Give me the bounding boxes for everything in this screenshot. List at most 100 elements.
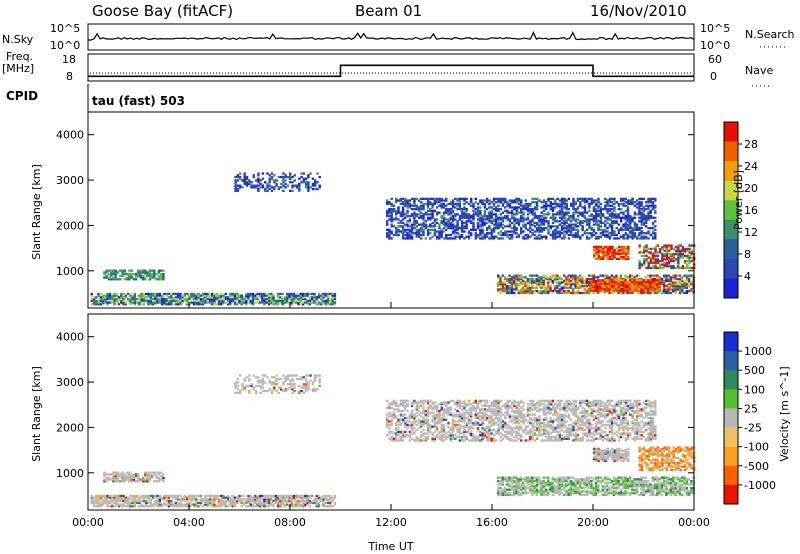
heatmap-cell	[613, 254, 616, 257]
heatmap-cell	[672, 276, 675, 279]
heatmap-cell	[565, 211, 568, 214]
heatmap-cell	[535, 286, 539, 289]
heatmap-cell	[604, 220, 607, 223]
heatmap-cell	[497, 199, 500, 202]
heatmap-cell	[111, 498, 114, 501]
heatmap-cell	[315, 496, 318, 499]
heatmap-cell	[176, 292, 180, 296]
heatmap-cell	[465, 404, 468, 408]
heatmap-cell	[162, 273, 165, 276]
heatmap-cell	[588, 206, 591, 209]
heatmap-cell	[599, 211, 602, 214]
heatmap-cell	[447, 413, 450, 416]
heatmap-cell	[685, 274, 689, 277]
heatmap-cell	[429, 209, 432, 212]
heatmap-cell	[431, 221, 434, 225]
heatmap-cell	[633, 235, 637, 238]
heatmap-cell	[220, 292, 223, 296]
heatmap-cell	[104, 301, 107, 304]
heatmap-cell	[545, 201, 548, 204]
heatmap-cell	[263, 297, 266, 301]
heatmap-cell	[154, 294, 157, 297]
heatmap-cell	[240, 501, 243, 504]
heatmap-cell	[663, 263, 666, 266]
heatmap-cell	[420, 228, 423, 231]
heatmap-cell	[388, 427, 391, 430]
heatmap-cell	[574, 201, 577, 204]
heatmap-cell	[298, 384, 301, 388]
heatmap-cell	[569, 286, 573, 289]
heatmap-cell	[583, 214, 587, 218]
heatmap-cell	[651, 289, 654, 292]
heatmap-cell	[257, 384, 260, 388]
heatmap-cell	[647, 216, 650, 219]
heatmap-cell	[431, 408, 434, 411]
heatmap-cell	[433, 439, 437, 442]
heatmap-cell	[410, 401, 414, 404]
heatmap-cell	[558, 235, 562, 238]
heatmap-cell	[420, 415, 423, 418]
heatmap-cell	[626, 228, 630, 231]
heatmap-cell	[399, 199, 402, 202]
heatmap-cell	[465, 227, 468, 230]
heatmap-cell	[513, 199, 516, 202]
heatmap-cell	[645, 204, 648, 207]
heatmap-cell	[654, 204, 657, 207]
heatmap-cell	[125, 475, 129, 478]
heatmap-cell	[592, 201, 596, 204]
heatmap-cell	[472, 439, 475, 442]
heatmap-cell	[633, 280, 636, 284]
heatmap-cell	[224, 301, 227, 304]
heatmap-cell	[331, 499, 334, 503]
heatmap-cell	[308, 292, 312, 296]
heatmap-cell	[594, 286, 598, 289]
heatmap-cell	[572, 199, 575, 202]
heatmap-cell	[677, 265, 680, 268]
heatmap-cell	[483, 209, 487, 212]
heatmap-cell	[289, 181, 292, 184]
heatmap-cell	[490, 221, 493, 225]
heatmap-cell	[408, 218, 412, 221]
heatmap-cell	[248, 379, 251, 382]
heatmap-cell	[576, 290, 579, 293]
heatmap-cell	[456, 435, 459, 439]
heatmap-cell	[322, 294, 325, 297]
heatmap-cell	[315, 498, 318, 501]
heatmap-cell	[114, 471, 117, 474]
heatmap-cell	[524, 199, 527, 202]
heatmap-cell	[608, 204, 612, 207]
heatmap-cell	[681, 265, 684, 268]
heatmap-cell	[656, 274, 659, 277]
heatmap-cell	[231, 294, 234, 297]
heatmap-cell	[460, 439, 464, 442]
heatmap-cell	[315, 297, 318, 301]
heatmap-cell	[447, 209, 450, 212]
heatmap-cell	[211, 292, 214, 296]
heatmap-cell	[413, 216, 416, 219]
heatmap-cell	[458, 411, 462, 414]
heatmap-cell	[631, 235, 634, 238]
heatmap-cell	[410, 413, 414, 416]
heatmap-cell	[610, 197, 614, 200]
heatmap-cell	[690, 259, 694, 263]
heatmap-cell	[292, 301, 296, 304]
heatmap-cell	[176, 503, 180, 506]
heatmap-cell	[545, 235, 548, 238]
heatmap-cell	[288, 303, 291, 306]
heatmap-cell	[545, 220, 548, 223]
heatmap-cell	[154, 299, 157, 302]
heatmap-cell	[517, 291, 520, 295]
heatmap-cell	[635, 223, 639, 226]
heatmap-cell	[290, 505, 293, 508]
heatmap-cell	[429, 404, 432, 408]
heatmap-cell	[681, 290, 684, 293]
heatmap-cell	[181, 296, 184, 299]
heatmap-cell	[135, 274, 138, 277]
heatmap-cell	[597, 225, 600, 228]
heatmap-cell	[106, 505, 109, 508]
heatmap-cell	[574, 233, 577, 237]
heatmap-cell	[115, 297, 118, 301]
heatmap-cell	[401, 418, 405, 421]
heatmap-cell	[637, 274, 641, 277]
heatmap-cell	[233, 292, 237, 296]
